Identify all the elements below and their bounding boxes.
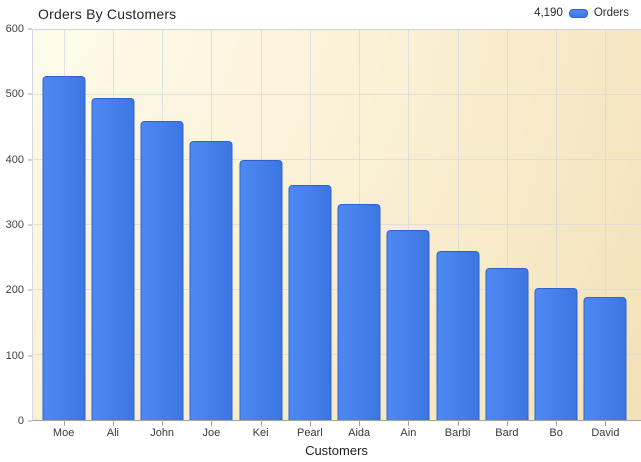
- x-axis-tick: [309, 421, 311, 426]
- gridline-horizontal: [33, 224, 641, 225]
- x-axis-tick: [211, 421, 213, 426]
- bar-joe[interactable]: [189, 140, 233, 420]
- y-axis-tick: [28, 224, 32, 226]
- category-column: David: [581, 30, 630, 439]
- x-axis-label-john: John: [150, 427, 175, 439]
- bar-david[interactable]: [583, 296, 627, 420]
- x-axis-label-bo: Bo: [549, 427, 563, 439]
- x-axis-label-barbi: Barbi: [444, 427, 471, 439]
- y-axis-tick-label: 600: [5, 23, 24, 35]
- x-axis-tick: [112, 421, 114, 426]
- x-axis-label-bard: Bard: [495, 427, 519, 439]
- gridline-vertical: [457, 30, 459, 420]
- gridline-horizontal: [33, 94, 641, 95]
- x-axis-tick: [457, 421, 459, 426]
- bar-john[interactable]: [140, 121, 184, 420]
- y-axis-tick: [28, 93, 32, 95]
- x-axis-label-ali: Ali: [106, 427, 119, 439]
- category-column: Bo: [532, 30, 581, 439]
- gridline-horizontal: [33, 354, 641, 356]
- bar-bard[interactable]: [485, 267, 529, 420]
- chart-title: Orders By Customers: [38, 6, 177, 22]
- y-axis-tick-label: 200: [5, 284, 24, 297]
- bar-pearl[interactable]: [288, 184, 332, 420]
- y-axis: 0 100 200 300 400 500 600: [0, 23, 32, 427]
- x-axis-label-ain: Ain: [400, 427, 417, 439]
- category-column: Barbi: [433, 30, 482, 439]
- y-axis-tick-label: 400: [5, 153, 24, 166]
- x-axis-label-kei: Kei: [252, 427, 269, 439]
- x-axis-tick: [605, 421, 607, 426]
- y-axis-tick-label: 300: [5, 219, 24, 231]
- bar-aida[interactable]: [337, 203, 381, 420]
- y-axis-tick: [28, 420, 32, 422]
- x-axis-tick: [359, 421, 361, 426]
- legend-series-label: Orders: [593, 7, 629, 19]
- bar-ali[interactable]: [91, 98, 135, 420]
- category-column: Moe: [39, 30, 88, 439]
- y-axis-tick-label: 500: [5, 88, 24, 101]
- y-axis-tick: [28, 28, 32, 30]
- category-column: John: [138, 30, 187, 439]
- bar-moe[interactable]: [42, 75, 86, 420]
- bar-kei[interactable]: [239, 160, 283, 420]
- bar-barbi[interactable]: [436, 251, 480, 420]
- x-axis-tick: [506, 421, 508, 426]
- x-axis-label-aida: Aida: [348, 427, 371, 439]
- category-column: Ali: [88, 30, 137, 439]
- gridline-vertical: [408, 30, 410, 420]
- x-axis-label-moe: Moe: [52, 427, 75, 439]
- y-axis-tick: [28, 355, 32, 357]
- x-axis-tick: [260, 421, 262, 426]
- bar-ain[interactable]: [386, 229, 430, 420]
- legend-swatch-icon: [568, 8, 588, 18]
- legend[interactable]: 4,190 Orders: [534, 7, 629, 19]
- x-axis-label-joe: Joe: [202, 427, 221, 439]
- gridline-vertical: [605, 30, 607, 420]
- plot-area: Moe Ali John Joe Kei Pearl Aida Ain Barbi Bard Bo D…: [32, 29, 641, 439]
- category-column: Ain: [384, 30, 433, 439]
- bars-container: Moe Ali John Joe Kei Pearl Aida Ain Barbi Bard Bo D…: [39, 30, 630, 439]
- y-axis-tick: [28, 159, 32, 161]
- category-column: Bard: [482, 30, 531, 439]
- category-column: Aida: [335, 30, 384, 439]
- y-axis-tick-label: 100: [5, 349, 24, 362]
- gridline-vertical: [506, 30, 508, 420]
- x-axis-tick: [63, 421, 65, 426]
- y-axis-tick: [28, 289, 32, 291]
- bar-bo[interactable]: [534, 288, 578, 420]
- x-axis-label-david: David: [591, 427, 620, 439]
- y-axis-tick-label: 0: [17, 415, 24, 427]
- category-column: Pearl: [285, 30, 334, 439]
- category-column: Joe: [187, 30, 236, 439]
- gridline-horizontal: [33, 289, 641, 291]
- x-axis-tick: [408, 421, 410, 426]
- gridline-horizontal: [33, 159, 641, 161]
- x-axis-title: Customers: [305, 443, 368, 458]
- legend-total: 4,190: [534, 7, 563, 19]
- x-axis-tick: [162, 421, 164, 426]
- x-axis-label-pearl: Pearl: [297, 427, 323, 439]
- gridline-vertical: [556, 30, 558, 420]
- x-axis-tick: [556, 421, 558, 426]
- category-column: Kei: [236, 30, 285, 439]
